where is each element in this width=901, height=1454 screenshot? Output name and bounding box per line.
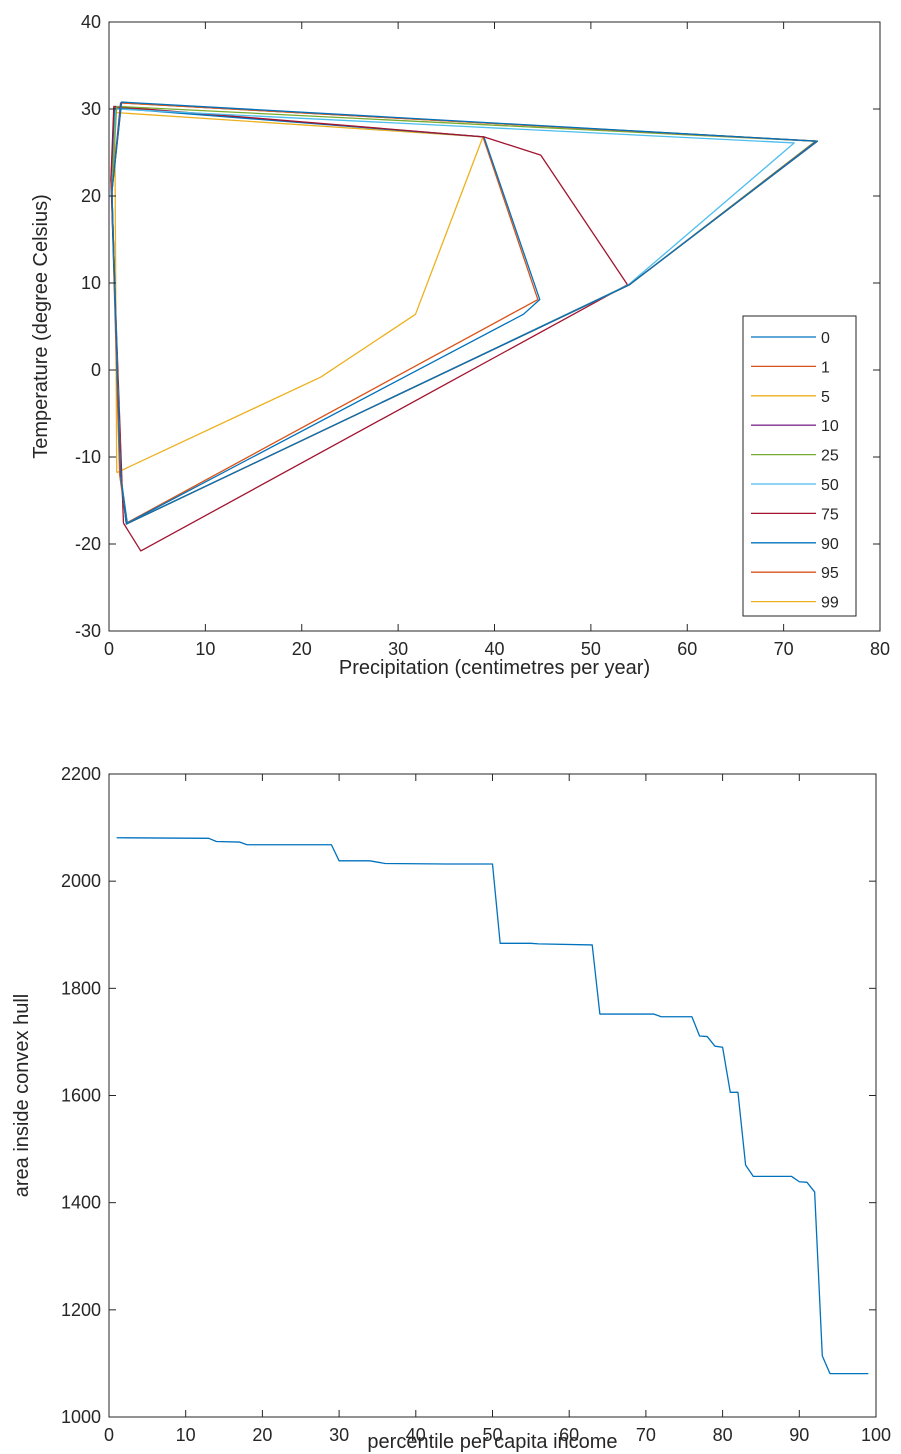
chart-convex-hull-area: 0 10 20 30 40 50 60 70 80 90 100 1000 1200 1400 1600 18… <box>11 764 891 1453</box>
y-tick-label: 10 <box>81 273 101 293</box>
y-tick-label: 1400 <box>61 1193 101 1213</box>
series-line-95 <box>111 106 539 524</box>
x-tick-label: 20 <box>292 639 312 659</box>
x-tick-label: 70 <box>636 1425 656 1445</box>
x-tick-label: 40 <box>484 639 504 659</box>
legend-label-25: 25 <box>821 448 839 465</box>
x-tick-label: 40 <box>406 1425 426 1445</box>
y-tick-label: 40 <box>81 12 101 32</box>
series-line-25 <box>111 105 817 525</box>
x-tick-label: 30 <box>388 639 408 659</box>
y-tick-label: 1800 <box>61 978 101 998</box>
x-tick-label: 30 <box>329 1425 349 1445</box>
x-axis-label: Precipitation (centimetres per year) <box>339 657 650 679</box>
y-tick-label: 20 <box>81 186 101 206</box>
series-line-75 <box>110 105 629 552</box>
y-tick-label: 1600 <box>61 1086 101 1106</box>
x-tick-label: 0 <box>104 1425 114 1445</box>
legend: 0 1 5 10 25 50 75 90 95 99 <box>742 315 857 617</box>
legend-box <box>742 315 857 617</box>
legend-label-95: 95 <box>821 565 839 582</box>
x-tick-label: 90 <box>789 1425 809 1445</box>
x-tick-label: 0 <box>104 639 114 659</box>
x-tick-label: 100 <box>861 1425 891 1445</box>
x-tick-label: 60 <box>559 1425 579 1445</box>
y-tick-label: -20 <box>75 534 101 554</box>
y-tick-label: -10 <box>75 447 101 467</box>
x-tick-label: 80 <box>713 1425 733 1445</box>
legend-label-90: 90 <box>821 536 839 553</box>
y-tick-label: 2200 <box>61 764 101 784</box>
series-line-1 <box>111 102 819 525</box>
series-line-10 <box>111 102 818 525</box>
legend-label-99: 99 <box>821 595 839 612</box>
y-tick-label: -30 <box>75 621 101 641</box>
series-line-area <box>116 837 869 1375</box>
x-tick-label: 10 <box>176 1425 196 1445</box>
axis-ticks: 0 10 20 30 40 50 60 70 80 90 100 1000 1200 1400 1600 18… <box>61 764 891 1445</box>
legend-label-1: 1 <box>821 359 830 376</box>
x-tick-label: 70 <box>774 639 794 659</box>
legend-label-10: 10 <box>821 418 839 435</box>
series-lines <box>116 837 869 1375</box>
legend-label-50: 50 <box>821 477 839 494</box>
series-lines <box>110 101 819 552</box>
x-tick-label: 50 <box>482 1425 502 1445</box>
y-tick-label: 1200 <box>61 1300 101 1320</box>
series-line-5 <box>111 102 819 525</box>
y-tick-label: 30 <box>81 99 101 119</box>
series-line-50 <box>111 108 795 525</box>
y-tick-label: 0 <box>91 360 101 380</box>
series-line-0 <box>111 101 819 525</box>
y-tick-label: 2000 <box>61 871 101 891</box>
x-tick-label: 20 <box>252 1425 272 1445</box>
y-tick-label: 1000 <box>61 1407 101 1427</box>
y-axis-label: Temperature (degree Celsius) <box>30 194 52 459</box>
x-tick-label: 50 <box>581 639 601 659</box>
x-tick-label: 60 <box>677 639 697 659</box>
legend-label-5: 5 <box>821 389 830 406</box>
legend-label-0: 0 <box>821 330 830 347</box>
x-tick-label: 10 <box>195 639 215 659</box>
series-line-90 <box>110 107 541 524</box>
y-axis-label: area inside convex hull <box>11 994 33 1197</box>
x-tick-label: 80 <box>870 639 890 659</box>
legend-label-75: 75 <box>821 506 839 523</box>
x-axis-label: percentile per capita income <box>367 1431 617 1453</box>
series-line-99 <box>114 111 484 474</box>
